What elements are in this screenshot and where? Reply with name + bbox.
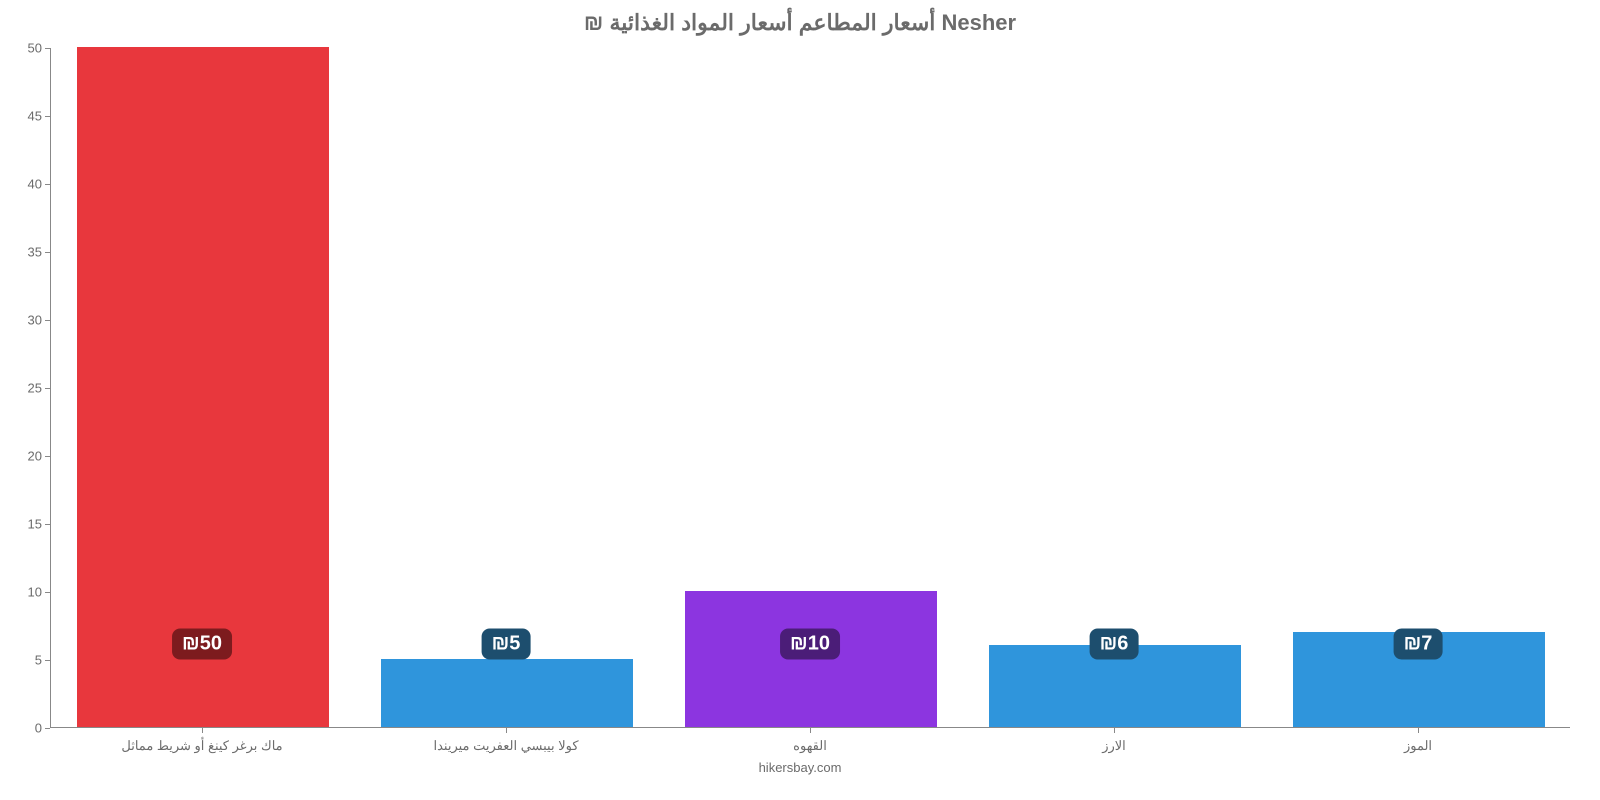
y-tick <box>45 320 50 321</box>
value-badge: ₪50 <box>172 628 232 659</box>
y-tick <box>45 660 50 661</box>
y-tick-label: 20 <box>2 449 42 464</box>
x-tick <box>506 728 507 733</box>
x-tick-label: القهوه <box>793 738 827 754</box>
y-tick-label: 10 <box>2 585 42 600</box>
chart-container: ₪ أسعار المطاعم أسعار المواد الغذائية Ne… <box>0 0 1600 800</box>
plot-area <box>50 48 1570 728</box>
y-tick-label: 30 <box>2 313 42 328</box>
value-badge: ₪10 <box>780 628 840 659</box>
y-tick-label: 35 <box>2 245 42 260</box>
y-tick <box>45 48 50 49</box>
credit-text: hikersbay.com <box>759 760 842 775</box>
x-tick <box>1114 728 1115 733</box>
value-badge: ₪5 <box>482 628 531 659</box>
y-tick <box>45 184 50 185</box>
y-tick-label: 50 <box>2 41 42 56</box>
y-tick-label: 25 <box>2 381 42 396</box>
x-tick-label: الارز <box>1102 738 1126 754</box>
y-tick <box>45 592 50 593</box>
y-tick <box>45 252 50 253</box>
y-tick <box>45 728 50 729</box>
bar <box>77 47 329 727</box>
x-tick <box>810 728 811 733</box>
value-badge: ₪6 <box>1090 628 1139 659</box>
bar <box>381 659 633 727</box>
y-tick-label: 40 <box>2 177 42 192</box>
y-tick <box>45 456 50 457</box>
x-tick-label: كولا بيبسي العفريت ميريندا <box>433 738 578 754</box>
x-tick <box>202 728 203 733</box>
y-tick <box>45 388 50 389</box>
y-tick-label: 0 <box>2 721 42 736</box>
chart-title: ₪ أسعار المطاعم أسعار المواد الغذائية Ne… <box>0 0 1600 36</box>
x-tick-label: ماك برغر كينغ أو شريط مماثل <box>121 738 282 754</box>
x-tick-label: الموز <box>1404 738 1432 754</box>
y-tick-label: 5 <box>2 653 42 668</box>
value-badge: ₪7 <box>1394 628 1443 659</box>
x-tick <box>1418 728 1419 733</box>
y-tick <box>45 116 50 117</box>
y-tick <box>45 524 50 525</box>
y-tick-label: 15 <box>2 517 42 532</box>
y-tick-label: 45 <box>2 109 42 124</box>
